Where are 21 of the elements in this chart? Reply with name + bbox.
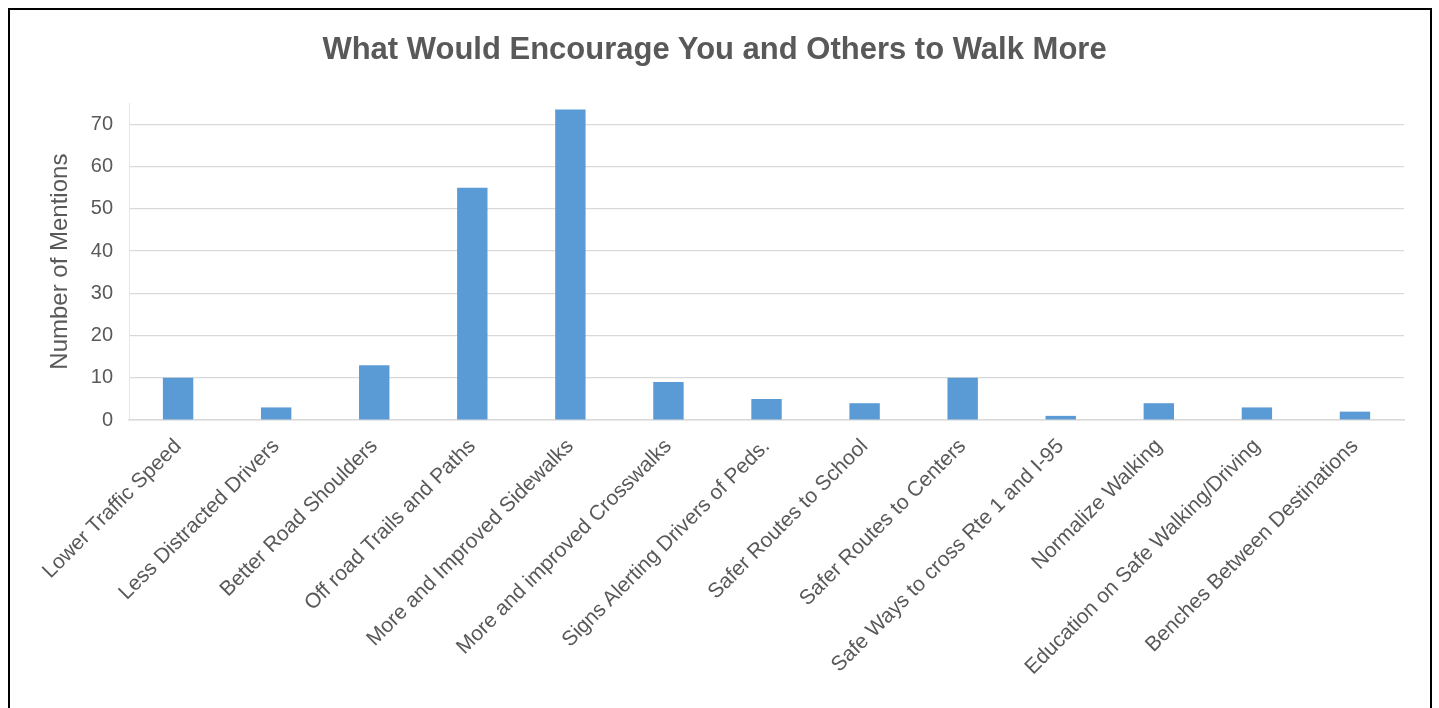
bar (162, 377, 194, 420)
y-tick-label: 10 (90, 365, 114, 388)
y-tick-label: 20 (90, 323, 114, 346)
y-tick-label: 50 (90, 196, 114, 219)
bar (1143, 403, 1175, 420)
y-axis-title: Number of Mentions (45, 153, 73, 370)
bar (751, 398, 782, 420)
bar (555, 109, 586, 420)
bar (359, 365, 390, 420)
y-tick-label: 30 (90, 280, 114, 303)
bar (260, 407, 292, 420)
bar (653, 382, 684, 420)
chart-title: What Would Encourage You and Others to Walk More (322, 31, 1107, 67)
y-tick-label: 0 (101, 407, 114, 430)
y-tick-label: 40 (90, 238, 114, 261)
y-tick-label: 60 (90, 154, 114, 177)
bar (849, 403, 880, 420)
bar (1241, 407, 1273, 420)
y-tick-label: 70 (90, 111, 114, 134)
bar (457, 187, 488, 420)
bar (947, 377, 978, 420)
